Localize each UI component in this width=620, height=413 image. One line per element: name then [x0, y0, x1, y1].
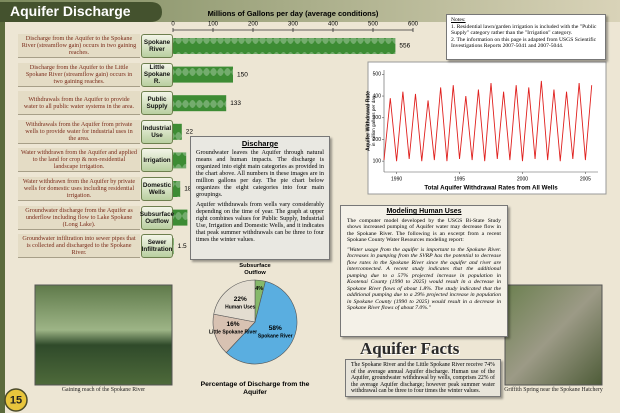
category-description: Withdrawals from the Aquifer from privat… — [18, 119, 140, 144]
category-label: Public Supply — [141, 91, 173, 116]
x-tick-label: 200 — [248, 22, 259, 28]
page-number: 15 — [10, 394, 22, 406]
photo-spring — [504, 284, 603, 386]
facts-title: Aquifer Facts — [360, 339, 460, 358]
pie-label: Spokane River — [258, 333, 293, 339]
bar — [173, 181, 181, 197]
chart-title: Total Aquifer Withdrawal Rates from All … — [424, 185, 558, 192]
x-tick-label: 2005 — [580, 176, 591, 182]
bar — [173, 123, 182, 140]
category-label: Subsurface Outflow — [140, 205, 174, 230]
photo-caption: Gaining reach of the Spokane River — [61, 387, 146, 393]
bar — [173, 38, 396, 54]
category-description: Groundwater discharge from the Aquifer a… — [18, 205, 140, 230]
page-title: Aquifer Discharge — [10, 3, 131, 19]
page-number-badge — [4, 388, 28, 412]
category-label: Sewer Infiltration — [141, 234, 173, 259]
x-tick-label: 100 — [208, 22, 219, 28]
pie-label: Human Uses — [225, 305, 256, 311]
axis-title: Millions of Gallons per day (average con… — [208, 9, 379, 18]
x-tick-label: 600 — [408, 22, 419, 28]
discharge-paragraph: Aquifer withdrawals from wells vary cons… — [196, 201, 324, 243]
value-label: 22 — [186, 129, 194, 136]
y-tick-label: 400 — [373, 93, 382, 99]
x-tick-label: 300 — [288, 22, 299, 28]
discharge-paragraph: Groundwater leaves the Aquifer through n… — [196, 149, 324, 198]
facts-text: The Spokane River and the Little Spokane… — [345, 359, 501, 397]
discharge-box: Discharge Groundwater leaves the Aquifer… — [190, 136, 330, 260]
pie-label: Subsurface Outflow — [239, 263, 271, 276]
category-description: Water withdrawn from the Aquifer and app… — [18, 148, 140, 173]
pie-title: Percentage of Discharge from the Aquifer — [200, 381, 310, 396]
value-label: 1.5 — [178, 243, 187, 250]
x-tick-label: 500 — [368, 22, 379, 28]
notes-box: Notes: 1. Residential lawn/garden irriga… — [446, 14, 606, 60]
category-label: Industrial Use — [141, 119, 173, 144]
y-axis-sublabel: in million gallons per day — [371, 95, 376, 146]
x-tick-label: 1995 — [454, 176, 465, 182]
photo-caption: Griffith Spring near the Spokane Hatcher… — [504, 387, 603, 393]
pie-slice — [213, 279, 256, 323]
y-axis-label: Aquifer Withdrawal Rate — [365, 91, 371, 151]
discharge-title: Discharge — [241, 139, 279, 148]
title-tab — [0, 2, 162, 22]
notes-title: Notes: — [451, 17, 466, 23]
value-label: 18 — [184, 186, 192, 193]
pie-value-label: 58% — [269, 325, 282, 332]
bar — [173, 95, 227, 112]
value-label: 133 — [230, 100, 241, 107]
photo-river — [34, 284, 173, 386]
modeling-box: Modeling Human Uses The computer model d… — [340, 205, 508, 337]
x-tick-label: 1990 — [391, 176, 402, 182]
bar — [173, 152, 187, 169]
x-tick-label: 400 — [328, 22, 339, 28]
pie-value-label: 22% — [234, 296, 247, 303]
y-tick-label: 200 — [373, 137, 382, 143]
category-label: Spokane River — [141, 34, 173, 58]
modeling-title: Modeling Human Uses — [386, 208, 462, 215]
y-tick-label: 100 — [373, 158, 382, 164]
x-tick-label: 2000 — [517, 176, 528, 182]
category-label: Domestic Wells — [141, 177, 173, 201]
y-tick-label: 500 — [373, 72, 382, 78]
category-description: Discharge from the Aquifer to the Little… — [18, 62, 140, 87]
note-item: 1. Residential lawn/garden irrigation is… — [451, 23, 597, 37]
category-description: Groundwater infiltration into sewer pipe… — [18, 234, 140, 259]
y-tick-label: 300 — [373, 115, 382, 121]
category-description: Water withdrawn from the Aquifer by priv… — [18, 177, 140, 201]
pie-value-label: 4% — [255, 286, 263, 292]
category-description: Discharge from the Aquifer to the Spokan… — [18, 34, 140, 58]
bar — [173, 238, 174, 255]
category-label: Little Spokane R. — [141, 62, 173, 87]
category-description: Withdrawals from the Aquifer to provide … — [18, 91, 140, 116]
modeling-quote: "Water usage from the aquifer is importa… — [347, 246, 501, 312]
bar — [173, 209, 188, 226]
line-series — [383, 80, 593, 162]
category-label: Irrigation — [141, 148, 173, 173]
pie-slice — [225, 280, 298, 365]
pie-label: Little Spokane River — [209, 329, 257, 335]
pie-value-label: 16% — [227, 321, 240, 328]
note-item: 2. The information on this page is adapt… — [451, 36, 597, 50]
bar — [173, 66, 233, 83]
value-label: 150 — [237, 71, 248, 78]
x-tick-label: 0 — [171, 22, 175, 28]
value-label: 556 — [399, 43, 410, 50]
left-strip — [0, 22, 5, 413]
modeling-intro: The computer model developed by the USGS… — [347, 217, 501, 244]
